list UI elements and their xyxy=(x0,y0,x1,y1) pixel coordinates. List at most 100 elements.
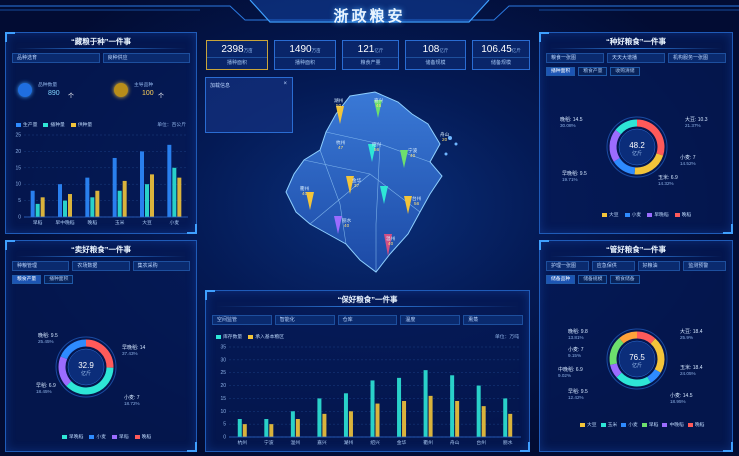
bar[interactable] xyxy=(177,177,182,217)
bar[interactable] xyxy=(428,395,433,437)
bar[interactable] xyxy=(112,157,117,217)
donut-slice[interactable] xyxy=(609,129,622,162)
chip-seed-supply[interactable]: 良种供应 xyxy=(102,53,190,63)
bar[interactable] xyxy=(150,174,154,217)
tab-sown-area[interactable]: 播种面积 xyxy=(546,67,576,76)
bar[interactable] xyxy=(476,385,481,437)
map-city-label[interactable]: 衢州 40 xyxy=(300,186,309,196)
bar[interactable] xyxy=(455,401,460,437)
stat-card[interactable]: 121亿斤 粮食产量 xyxy=(342,40,399,70)
chip-4[interactable]: 熏蒸 xyxy=(463,315,523,325)
map-city-label[interactable]: 金华 37 xyxy=(352,178,361,188)
chip-1[interactable]: 天天大谱播 xyxy=(607,53,665,63)
bar[interactable] xyxy=(95,190,100,217)
map-city-label[interactable]: 宁波 40 xyxy=(408,148,417,158)
bar[interactable] xyxy=(423,370,428,437)
donut-slice[interactable] xyxy=(636,331,656,344)
donut-slice[interactable] xyxy=(613,157,636,175)
bar[interactable] xyxy=(68,194,72,217)
map-city-label[interactable]: 杭州 47 xyxy=(336,140,345,150)
chip-2[interactable]: 仓库 xyxy=(337,315,398,325)
bar[interactable] xyxy=(63,200,67,217)
chip-1[interactable]: 农场数据 xyxy=(72,261,130,271)
map-city-label[interactable]: 嘉兴 45 xyxy=(374,98,383,108)
map-city-label[interactable]: 温州 40 xyxy=(386,236,395,246)
chip-2[interactable]: 好粮油 xyxy=(637,261,681,271)
map-city-label[interactable]: 绍兴 56 xyxy=(372,142,381,152)
donut-slice[interactable] xyxy=(85,339,114,368)
bar[interactable] xyxy=(397,377,402,437)
bar[interactable] xyxy=(40,197,45,217)
bar[interactable] xyxy=(167,144,172,217)
chip-3[interactable]: 监测预警 xyxy=(683,261,726,271)
bar[interactable] xyxy=(450,375,455,437)
bar[interactable] xyxy=(269,424,274,437)
bar[interactable] xyxy=(481,406,486,437)
tab-purchase[interactable]: 收购清储 xyxy=(610,67,640,76)
tab-grain-output[interactable]: 粮食产量 xyxy=(578,67,608,76)
donut-slice[interactable] xyxy=(647,369,661,383)
chip-2[interactable]: 机构服务一张图 xyxy=(668,53,726,63)
tab-grain-output[interactable]: 粮食产量 xyxy=(12,275,42,284)
donut-slice[interactable] xyxy=(58,356,72,387)
donut-slice[interactable] xyxy=(616,372,651,387)
bar[interactable] xyxy=(90,197,95,217)
close-icon[interactable]: × xyxy=(283,81,287,87)
bar[interactable] xyxy=(508,413,513,437)
bar[interactable] xyxy=(402,401,407,437)
donut-slice[interactable] xyxy=(619,331,638,344)
bar[interactable] xyxy=(370,380,375,437)
chip-0[interactable]: 种粮管理 xyxy=(12,261,70,271)
chip-1[interactable]: 智能化 xyxy=(274,315,335,325)
bar[interactable] xyxy=(58,184,62,217)
bar[interactable] xyxy=(122,180,127,217)
bar[interactable] xyxy=(35,203,40,217)
map-city-label[interactable]: 台州 56 xyxy=(412,196,421,206)
stat-card[interactable]: 1490万亩 播种面积 xyxy=(274,40,336,70)
bar[interactable] xyxy=(503,398,508,437)
province-shape[interactable] xyxy=(285,91,443,273)
bar[interactable] xyxy=(322,413,327,437)
donut-slice[interactable] xyxy=(610,363,622,378)
bar[interactable] xyxy=(140,151,144,217)
bar[interactable] xyxy=(343,393,348,437)
map-city-label[interactable]: 湖州 50 xyxy=(334,98,343,108)
bar[interactable] xyxy=(295,419,300,437)
donut-slice[interactable] xyxy=(66,367,114,395)
tab-grain-reserve[interactable]: 粮食储备 xyxy=(610,275,640,284)
bar[interactable] xyxy=(237,419,242,437)
bar[interactable] xyxy=(117,190,122,217)
tab-reserve-scale[interactable]: 储备规模 xyxy=(578,275,608,284)
bar[interactable] xyxy=(264,419,269,437)
chip-2[interactable]: 集农采购 xyxy=(132,261,190,271)
map-city-label[interactable]: 舟山 20 xyxy=(440,132,449,142)
donut-slice[interactable] xyxy=(650,338,665,373)
bar[interactable] xyxy=(242,424,247,437)
donut-slice[interactable] xyxy=(634,153,664,175)
map-popup[interactable]: 加载信息 × xyxy=(205,77,293,133)
chip-0[interactable]: 粮食一张图 xyxy=(546,53,604,63)
stat-card[interactable]: 2398万亩 播种面积 xyxy=(206,40,268,70)
zhejiang-map[interactable] xyxy=(280,84,480,284)
tab-sown-area[interactable]: 播种面积 xyxy=(44,275,74,284)
donut-slice[interactable] xyxy=(615,119,638,135)
bar[interactable] xyxy=(348,411,353,437)
donut-slice[interactable] xyxy=(60,339,87,360)
bar[interactable] xyxy=(172,167,177,217)
chip-1[interactable]: 应急保供 xyxy=(591,261,635,271)
bar[interactable] xyxy=(290,411,295,437)
bar[interactable] xyxy=(375,403,380,437)
donut-slice[interactable] xyxy=(609,338,624,365)
stat-card[interactable]: 108亿斤 储备规模 xyxy=(405,40,466,70)
chip-variety-breeding[interactable]: 品种选育 xyxy=(12,53,100,63)
chip-3[interactable]: 温度 xyxy=(400,315,461,325)
stat-card[interactable]: 106.45亿斤 储备规模 xyxy=(472,40,530,70)
chip-0[interactable]: 护理一张图 xyxy=(546,261,589,271)
chip-0[interactable]: 空间监管 xyxy=(212,315,272,325)
donut-slice[interactable] xyxy=(636,119,665,156)
bar[interactable] xyxy=(30,190,35,217)
bar[interactable] xyxy=(145,184,149,217)
bar[interactable] xyxy=(317,398,322,437)
tab-reserve-variety[interactable]: 储备品种 xyxy=(546,275,576,284)
bar[interactable] xyxy=(85,177,90,217)
